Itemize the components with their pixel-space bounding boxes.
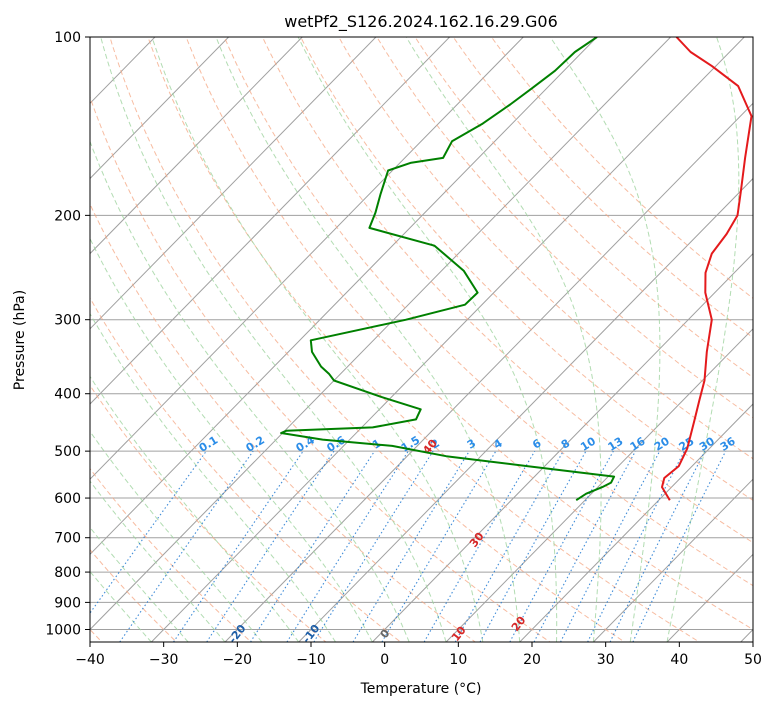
background-lines — [90, 37, 753, 642]
dry-adiabat-line — [452, 37, 753, 339]
y-tick-label: 100 — [54, 30, 81, 46]
mixing-ratio-label: 6 — [530, 436, 544, 451]
moist-adiabat-line — [90, 140, 410, 642]
isotherm-line — [224, 102, 753, 642]
mixing-ratio-label: 3 — [465, 437, 478, 452]
y-tick-label: 800 — [54, 565, 81, 581]
y-tick-label: 700 — [54, 531, 81, 547]
isotherm-line — [90, 37, 304, 255]
profiles — [280, 37, 753, 502]
dry-adiabat-line — [223, 37, 753, 587]
dry-adiabat-line — [90, 467, 252, 642]
isotherm-line — [90, 37, 598, 556]
x-tick-label: 10 — [449, 652, 467, 668]
moist-adiabat-line — [90, 375, 300, 642]
y-tick-label: 400 — [54, 387, 81, 403]
moist-adiabat-line — [90, 430, 263, 642]
dry-adiabat-line — [147, 37, 701, 642]
mixing-ratio-line — [533, 450, 636, 642]
isotherm-line — [519, 403, 753, 642]
x-tick-label: 50 — [744, 652, 762, 668]
moist-adiabat-line — [90, 237, 373, 642]
isotherm-line — [298, 177, 753, 642]
moist-adiabat-line — [90, 570, 152, 642]
y-tick-label: 200 — [54, 208, 81, 224]
dry-adiabat-line — [376, 37, 753, 419]
x-tick-label: 30 — [597, 652, 615, 668]
moist-adiabat-line — [90, 480, 226, 642]
y-tick-label: 300 — [54, 313, 81, 329]
dry-adiabat-line — [261, 37, 753, 544]
isotherm-line — [90, 37, 672, 631]
x-axis-label: Temperature (°C) — [360, 681, 482, 697]
dry-adiabat-line — [490, 37, 753, 299]
dry-adiabat-line — [185, 37, 753, 631]
moist-adiabat-line — [215, 37, 521, 642]
y-axis: 1000 900 800 700 600 500 400 300 200 100 — [45, 30, 90, 639]
isotherm-line — [90, 37, 377, 330]
mixing-ratio-label: 0.2 — [244, 433, 267, 454]
dry-adiabat-line — [90, 95, 551, 642]
y-tick-label: 500 — [54, 444, 81, 460]
mixing-ratio-line — [90, 450, 207, 615]
isotherm-line — [90, 37, 451, 405]
mixing-ratio-line — [609, 450, 706, 642]
isotherm-line — [150, 37, 746, 642]
dry-adiabat-line — [90, 384, 327, 642]
dewpoint-profile-line — [280, 37, 616, 502]
x-tick-label: −30 — [149, 652, 179, 668]
x-tick-label: 20 — [523, 652, 541, 668]
isotherm-line — [371, 252, 753, 642]
isotherm-line — [90, 37, 525, 480]
chart-title: wetPf2_S126.2024.162.16.29.G06 — [284, 12, 558, 32]
x-axis: −40 −30 −20 −10 0 10 20 30 40 50 — [75, 642, 762, 668]
mixing-ratio-line — [352, 450, 470, 642]
mixing-ratio-label: 4 — [491, 436, 505, 451]
mixing-ratio-line — [454, 450, 564, 642]
dry-adiabat-line — [90, 297, 402, 642]
isotherm-line — [740, 628, 753, 642]
plot-frame — [89, 36, 754, 643]
x-tick-label: 40 — [670, 652, 688, 668]
x-tick-label: 0 — [380, 652, 389, 668]
dry-adiabat-label: 20 — [509, 614, 529, 634]
mixing-ratio-line — [560, 450, 661, 642]
isotherm-line — [90, 37, 230, 180]
temperature-profile-line — [661, 37, 753, 501]
dry-adiabat-line — [338, 37, 753, 460]
mixing-ratio-line — [313, 450, 434, 642]
mixing-ratio-line — [509, 450, 614, 642]
isotherm-line — [592, 478, 753, 642]
isotherm-line — [445, 328, 753, 642]
mixing-ratio-label: 0.1 — [197, 433, 220, 454]
mixing-ratio-line — [587, 450, 685, 642]
y-tick-label: 1000 — [45, 623, 81, 639]
dry-adiabat-line — [90, 202, 477, 642]
dry-adiabat-label: 10 — [449, 624, 469, 644]
dry-adiabat-line — [109, 37, 626, 642]
dry-adiabat-line — [300, 37, 753, 501]
moist-adiabat-line — [90, 526, 189, 642]
dry-adiabat-label: 30 — [467, 530, 487, 550]
moist-adiabat-line — [666, 37, 740, 642]
mixing-ratio-line — [250, 450, 376, 642]
moist-adiabat-line — [297, 37, 558, 642]
mixing-ratio-line — [479, 450, 587, 642]
moist-adiabat-line — [549, 37, 661, 642]
mixing-ratio-line — [173, 450, 304, 642]
x-tick-label: −20 — [223, 652, 253, 668]
y-axis-label: Pressure (hPa) — [12, 290, 28, 390]
x-tick-label: −40 — [75, 652, 105, 668]
moist-adiabat-line — [90, 312, 336, 642]
y-tick-label: 900 — [54, 595, 81, 611]
mixing-ratio-line — [119, 450, 254, 642]
mixing-ratio-line — [286, 450, 409, 642]
x-tick-label: −10 — [296, 652, 326, 668]
mixing-ratio-line — [206, 450, 335, 642]
y-tick-label: 600 — [54, 491, 81, 507]
moist-adiabat-line — [100, 37, 447, 642]
moist-adiabat-line — [151, 37, 484, 642]
